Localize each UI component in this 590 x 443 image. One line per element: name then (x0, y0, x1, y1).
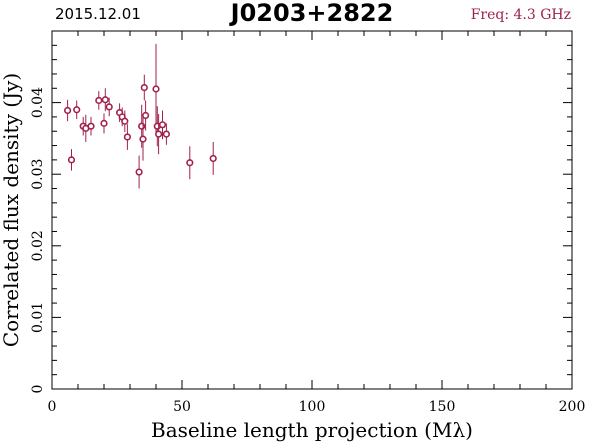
point-marker (101, 96, 109, 104)
point-marker (73, 106, 81, 114)
x-tick-label: 150 (429, 399, 456, 415)
data-point (140, 74, 148, 101)
point-marker (123, 133, 131, 141)
chart-title: J0203+2822 (229, 0, 394, 27)
point-marker (95, 96, 103, 105)
chart-date: 2015.12.01 (55, 5, 141, 23)
x-axis-ticks: 0 50 100 150 200 (48, 31, 586, 415)
point-marker (142, 111, 150, 120)
y-tick-label: 0.03 (30, 159, 46, 190)
x-tick-label: 50 (173, 399, 191, 415)
data-point (101, 88, 109, 112)
data-point (82, 114, 90, 142)
data-point (186, 146, 194, 180)
data-point (67, 149, 76, 171)
point-marker (152, 85, 160, 93)
data-point (105, 97, 113, 117)
data-point (95, 91, 103, 110)
data-point (63, 99, 72, 122)
frequency-label: Freq: 4.3 GHz (471, 7, 571, 23)
y-tick-label: 0.02 (30, 230, 46, 261)
x-tick-label: 200 (559, 399, 586, 415)
data-point (209, 141, 217, 175)
data-point (73, 100, 81, 120)
y-axis-label: Correlated flux density (Jy) (0, 73, 23, 347)
plot-frame (51, 30, 573, 390)
data-point (123, 124, 131, 150)
point-marker (100, 119, 108, 127)
point-marker (140, 83, 148, 92)
point-marker (162, 130, 170, 138)
data-point (135, 155, 143, 189)
point-marker (158, 121, 167, 129)
x-tick-label: 0 (48, 399, 57, 415)
data-point (121, 110, 129, 132)
point-marker (138, 122, 146, 130)
point-marker (63, 106, 72, 115)
data-point (100, 113, 108, 134)
data-point (162, 123, 170, 145)
point-marker (186, 159, 194, 167)
point-marker (155, 130, 163, 138)
point-marker (87, 122, 95, 130)
y-axis-ticks: 0 0.01 0.02 0.03 0.04 (30, 30, 572, 394)
y-tick-label: 0.01 (30, 302, 46, 333)
point-marker (121, 117, 129, 125)
point-marker (67, 156, 76, 164)
data-point (155, 114, 163, 155)
point-marker (139, 135, 147, 143)
x-axis-label: Baseline length projection (Mλ) (151, 418, 473, 442)
y-tick-label: 0 (30, 385, 46, 394)
data-point (139, 117, 147, 161)
point-marker (135, 168, 143, 176)
point-marker (105, 103, 113, 111)
data-point (142, 100, 150, 131)
data-point (87, 116, 95, 136)
x-tick-label: 100 (299, 399, 326, 415)
data-points (63, 43, 217, 189)
data-point (158, 110, 167, 140)
point-marker (209, 154, 217, 163)
y-tick-label: 0.04 (30, 87, 46, 118)
data-point (152, 43, 160, 135)
